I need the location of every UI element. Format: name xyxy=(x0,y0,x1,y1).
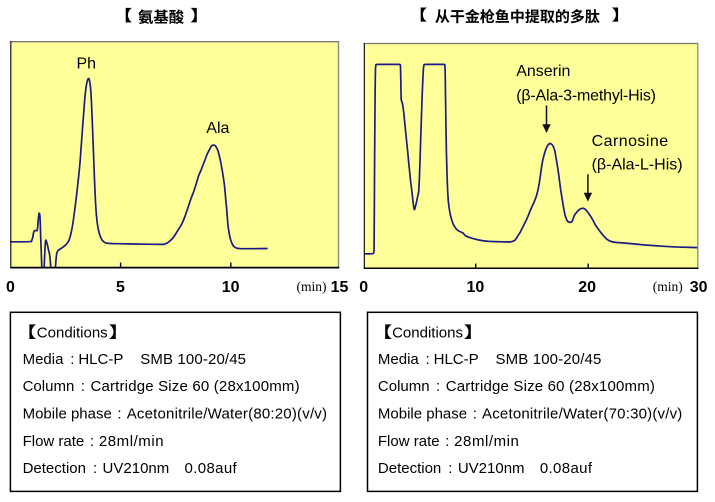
svg-text:Mobile phase:Acetonitrile/Wate: Mobile phase: Acetonitrile/Water(70:30)(v… xyxy=(378,406,683,423)
svg-text:15: 15 xyxy=(331,279,349,296)
svg-text:(β-Ala-3-methyl-His): (β-Ala-3-methyl-His) xyxy=(516,88,656,105)
svg-text:20: 20 xyxy=(578,279,596,296)
svg-text:Anserin: Anserin xyxy=(516,63,570,80)
svg-text:Conditions: Conditions xyxy=(37,325,108,342)
svg-text:Flow rate:28ml/min: Flow rate:28ml/min xyxy=(378,433,520,450)
svg-text:0: 0 xyxy=(6,279,15,296)
svg-text:Mobile phase:Acetonitrile/Wate: Mobile phase: Acetonitrile/Water(80:20)(v… xyxy=(23,406,328,423)
svg-text:Column:Cartridge Size 60 (28x1: Column: Cartridge Size 60 (28x100mm) xyxy=(23,378,300,395)
svg-text:Column:Cartridge Size 60 (28x1: Column: Cartridge Size 60 (28x100mm) xyxy=(378,378,655,395)
svg-text:(min): (min) xyxy=(297,279,327,294)
svg-text:(min): (min) xyxy=(653,279,683,294)
svg-text:Carnosine: Carnosine xyxy=(592,133,669,150)
svg-text:0: 0 xyxy=(359,279,368,296)
svg-text:10: 10 xyxy=(222,279,240,296)
svg-text:Ph: Ph xyxy=(77,55,97,72)
svg-text:30: 30 xyxy=(690,279,708,296)
svg-text:Conditions: Conditions xyxy=(392,325,463,342)
svg-text:(β-Ala-L-His): (β-Ala-L-His) xyxy=(592,157,683,174)
svg-text:5: 5 xyxy=(116,279,125,296)
svg-text:Flow rate:28ml/min: Flow rate:28ml/min xyxy=(23,433,165,450)
svg-text:Ala: Ala xyxy=(206,120,229,137)
svg-text:10: 10 xyxy=(467,279,485,296)
